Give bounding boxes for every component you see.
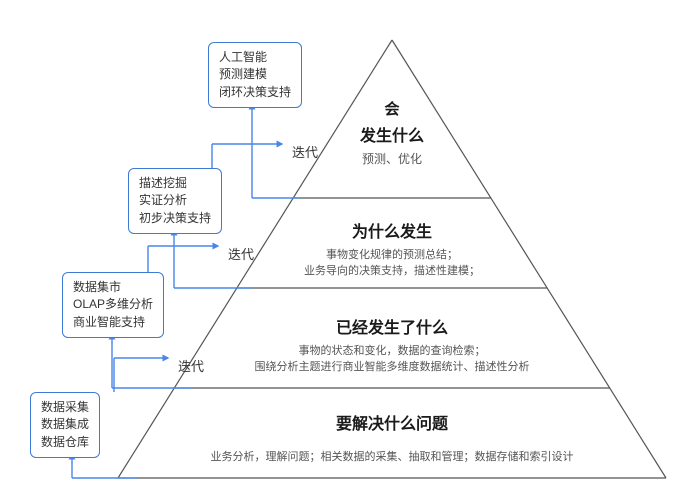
- callout-2: 数据集市OLAP多维分析商业智能支持: [62, 272, 164, 338]
- iterate-label-3: 迭代: [292, 142, 318, 161]
- layer3-desc: 事物变化规律的预测总结；业务导向的决策支持，描述性建模；: [258, 246, 526, 278]
- layer3-title: 为什么发生: [258, 218, 526, 242]
- callout-1: 数据采集数据集成数据仓库: [30, 392, 100, 458]
- layer4-top-label: 会: [312, 98, 472, 119]
- callout-4: 人工智能预测建模闭环决策支持: [208, 42, 302, 108]
- iterate-label-1: 迭代: [178, 356, 204, 375]
- layer1-desc: 业务分析，理解问题；相关数据的采集、抽取和管理；数据存储和索引设计: [146, 448, 638, 464]
- layer2-desc: 事物的状态和变化，数据的查询检索；围绕分析主题进行商业智能多维度数据统计、描述性…: [203, 342, 581, 374]
- layer2-title: 已经发生了什么: [203, 314, 581, 338]
- layer4-desc: 预测、优化: [312, 150, 472, 167]
- layer4-title: 发生什么: [312, 122, 472, 146]
- iterate-label-2: 迭代: [228, 244, 254, 263]
- callout-3: 描述挖掘实证分析初步决策支持: [128, 168, 222, 234]
- layer1-title: 要解决什么问题: [146, 410, 638, 434]
